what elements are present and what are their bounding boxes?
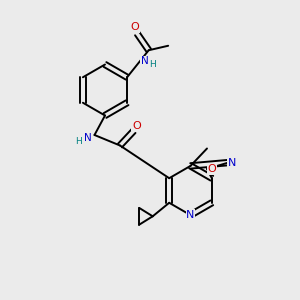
Text: O: O: [130, 22, 139, 32]
Text: N: N: [84, 133, 92, 143]
Text: N: N: [186, 210, 195, 220]
Text: O: O: [132, 121, 141, 131]
Text: H: H: [149, 60, 156, 69]
Text: H: H: [76, 137, 82, 146]
Text: N: N: [228, 158, 236, 168]
Text: O: O: [208, 164, 217, 174]
Text: N: N: [141, 56, 149, 66]
